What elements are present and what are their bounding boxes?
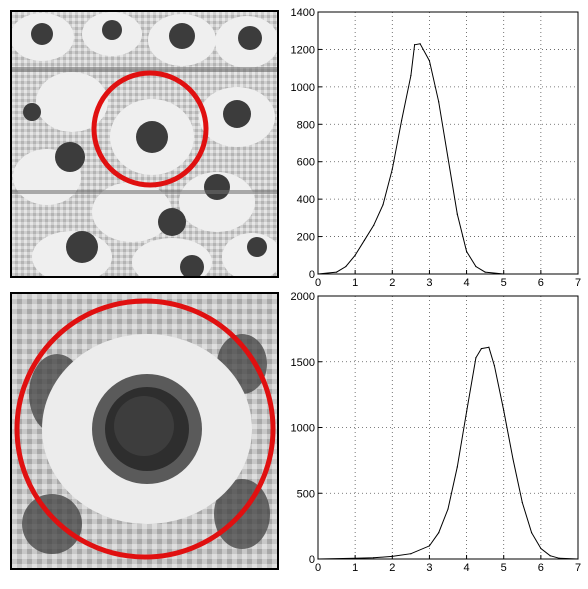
y-tick-label: 500	[297, 488, 315, 500]
data-point	[558, 557, 561, 559]
x-tick-label: 5	[501, 562, 507, 574]
data-point	[480, 348, 483, 350]
sunflower-field-photo	[10, 10, 279, 278]
data-point	[354, 557, 356, 559]
x-tick-label: 0	[315, 277, 321, 289]
data-point	[391, 555, 393, 557]
data-point	[410, 75, 412, 77]
data-point	[530, 532, 533, 534]
x-tick-label: 7	[575, 277, 581, 289]
data-point	[465, 250, 468, 253]
highlight-circle	[14, 298, 276, 560]
data-point	[400, 119, 403, 122]
x-tick-label: 2	[389, 562, 395, 574]
chart-svg: 0 1 2 3 4 5 6 7 0 500 1000 1500 2000	[291, 291, 582, 574]
plot-frame	[317, 11, 579, 275]
y-tick-label: 0	[309, 269, 315, 281]
x-tick-label: 1	[352, 277, 358, 289]
data-point	[540, 547, 542, 550]
x-tick-label: 0	[315, 562, 321, 574]
series-line	[317, 43, 578, 275]
data-point	[475, 265, 477, 268]
y-tick-label: 200	[297, 232, 315, 244]
data-point	[428, 60, 431, 62]
data-point	[391, 168, 393, 170]
data-point	[382, 204, 384, 206]
data-point	[465, 411, 468, 413]
data-point	[447, 508, 449, 510]
x-tick-label: 3	[426, 277, 432, 289]
x-tick-label: 2	[389, 277, 395, 289]
x-tick-label: 4	[464, 562, 470, 574]
x-tick-label: 3	[426, 562, 432, 574]
x-tick-label: 6	[538, 562, 544, 574]
y-tick-label: 1000	[291, 82, 315, 94]
data-point	[438, 532, 440, 534]
data-point	[549, 555, 551, 557]
y-tick-label: 1000	[291, 423, 315, 435]
data-point	[456, 466, 458, 468]
data-point	[512, 458, 514, 460]
series-line	[317, 346, 579, 560]
data-point	[373, 557, 375, 559]
data-point	[419, 43, 421, 45]
x-tick-label: 5	[501, 277, 507, 289]
y-tick-label: 1500	[291, 357, 315, 369]
data-point	[475, 357, 477, 359]
chart-svg: 0 1 2 3 4 5 6 7 0 200 400 600 800 1000 1200 1400	[291, 7, 582, 289]
sunflower-field-image	[12, 12, 277, 276]
data-point	[456, 213, 458, 215]
sunflower-closeup-image	[12, 294, 277, 568]
sunflower-closeup-photo	[10, 292, 279, 570]
data-point	[413, 44, 416, 46]
data-point	[317, 558, 319, 560]
data-point	[317, 273, 319, 275]
data-point	[503, 273, 505, 275]
y-tick-label: 0	[309, 554, 315, 566]
y-tick-label: 1400	[291, 7, 315, 19]
data-point	[447, 157, 449, 159]
x-tick-label: 1	[352, 562, 358, 574]
y-tick-label: 400	[297, 194, 315, 206]
data-point	[484, 271, 486, 273]
data-point	[335, 271, 338, 273]
y-tick-label: 2000	[291, 291, 315, 303]
data-point	[493, 365, 496, 367]
x-tick-label: 4	[464, 277, 470, 289]
data-point	[521, 501, 523, 504]
data-point	[438, 101, 440, 103]
data-point	[503, 409, 505, 412]
y-tick-label: 600	[297, 157, 315, 169]
data-point	[410, 553, 412, 555]
x-tick-label: 7	[575, 562, 581, 574]
histogram-chart-bottom: 0 1 2 3 4 5 6 7 0 500 1000 1500 2000	[290, 288, 588, 584]
x-tick-label: 6	[538, 277, 544, 289]
y-tick-label: 1200	[291, 44, 315, 56]
data-point	[488, 346, 490, 348]
data-point	[373, 224, 375, 226]
data-point	[363, 239, 366, 241]
data-point	[577, 558, 579, 560]
data-point	[577, 273, 579, 275]
y-tick-label: 800	[297, 119, 315, 131]
data-point	[428, 545, 431, 547]
data-point	[354, 254, 356, 256]
data-point	[345, 265, 347, 268]
histogram-chart-top: 0 1 2 3 4 5 6 7 0 200 400 600 800 1000 1200 1400	[290, 0, 588, 292]
highlight-circle	[91, 70, 209, 188]
